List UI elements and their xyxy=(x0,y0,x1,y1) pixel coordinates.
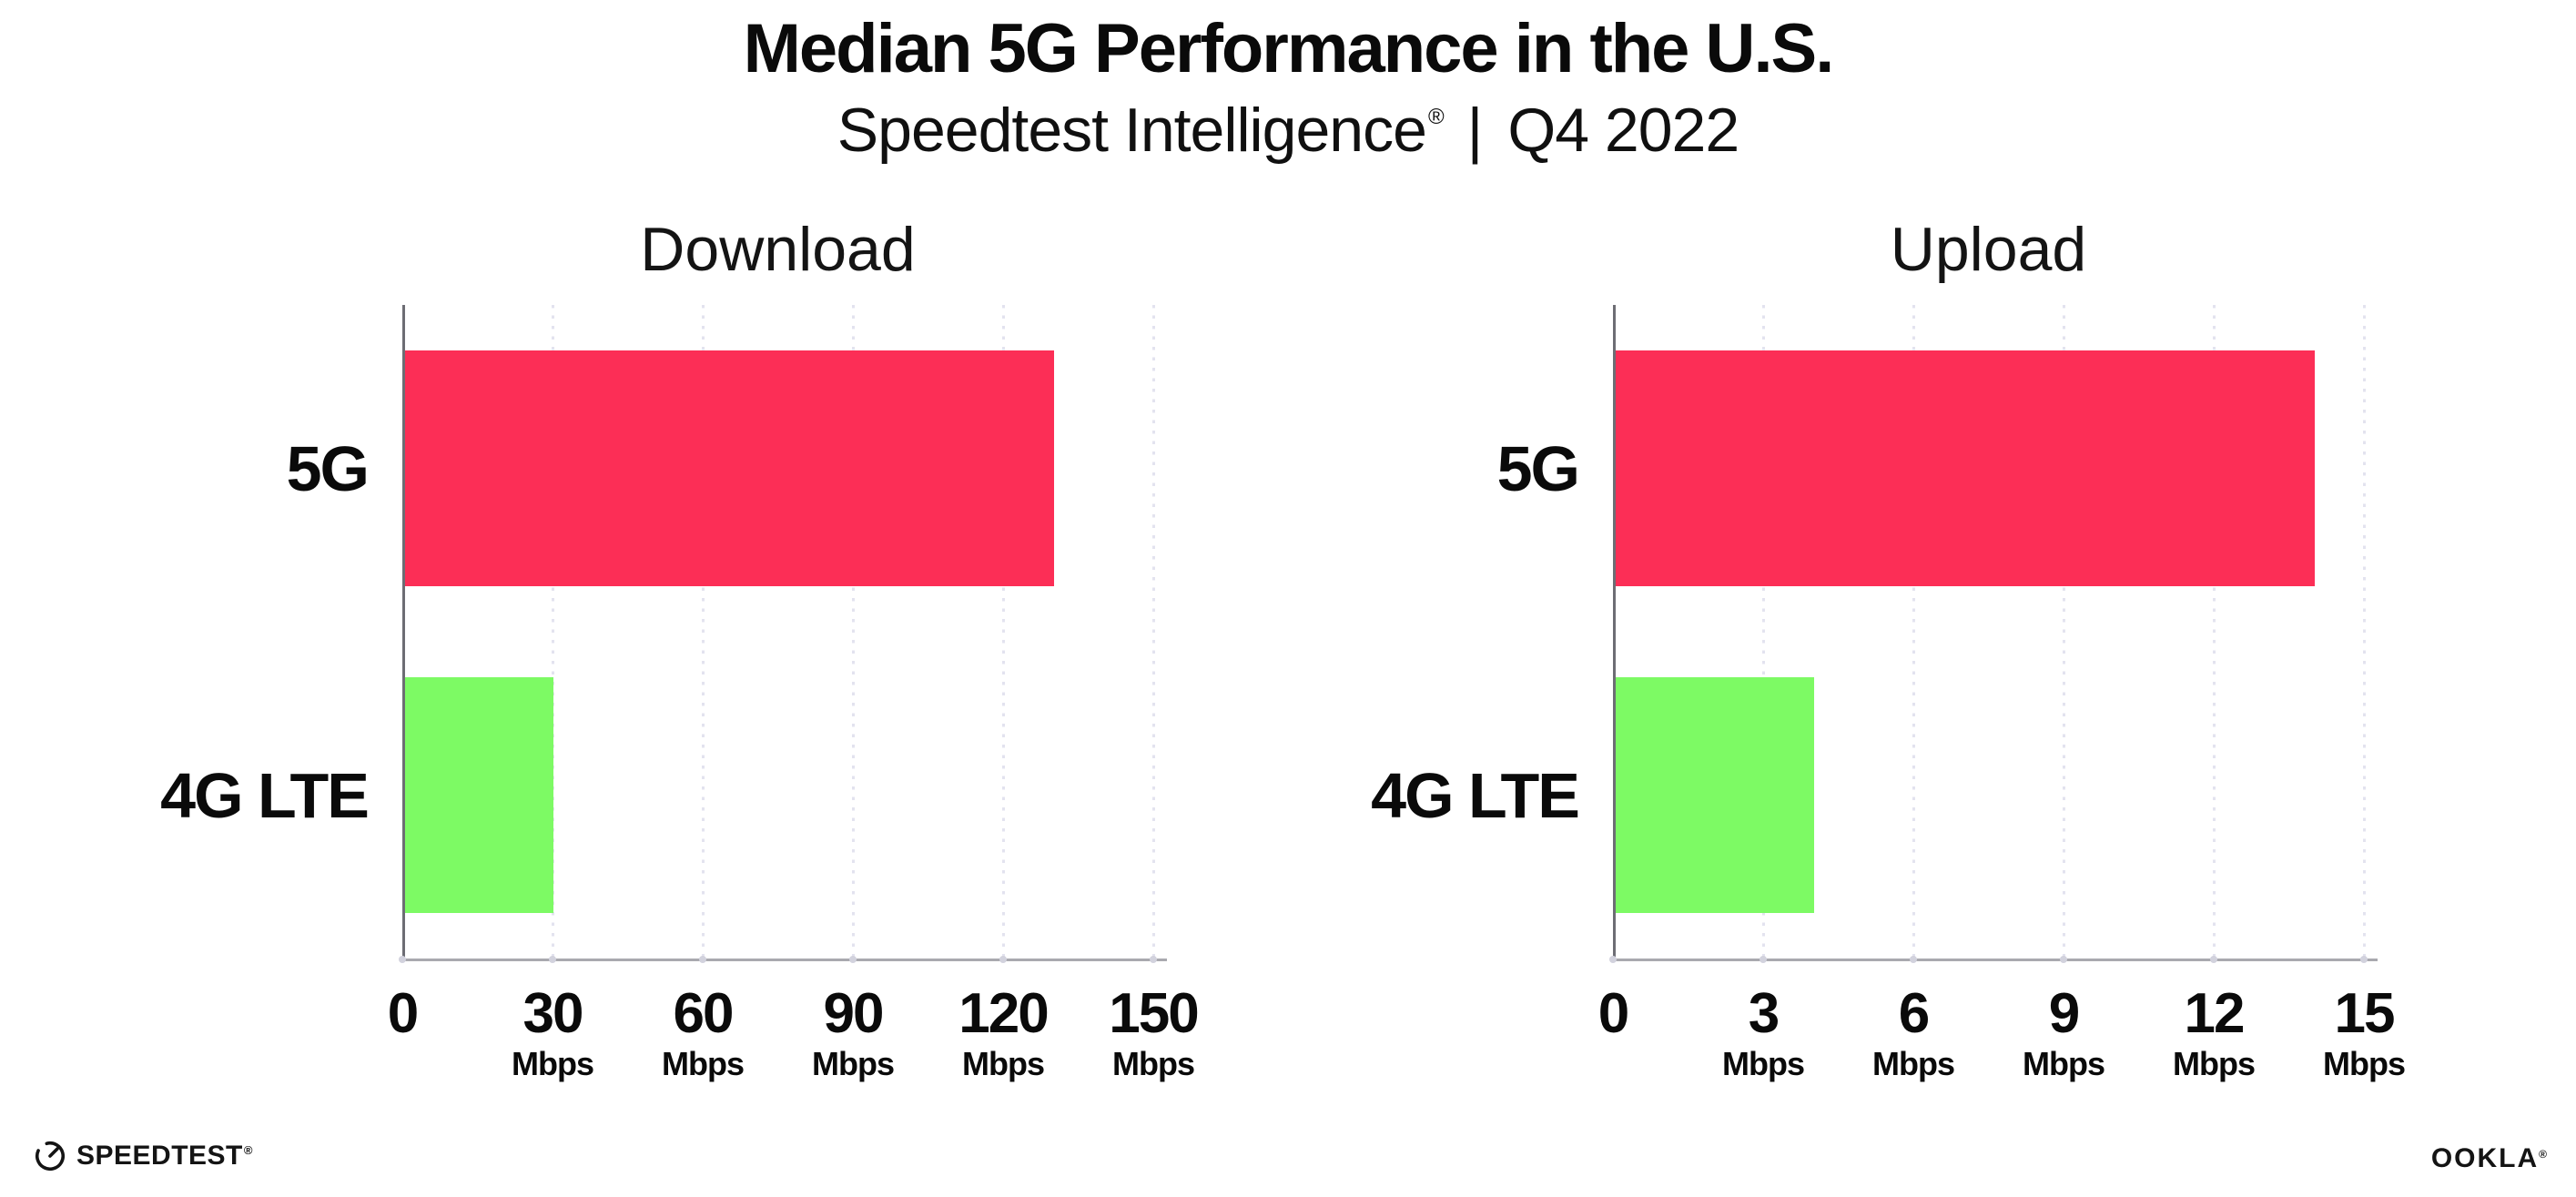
gridline-30-mbps xyxy=(551,305,554,959)
gridline-3-mbps xyxy=(1761,305,1765,959)
y-axis-line xyxy=(402,305,405,960)
tick-value: 3 xyxy=(1748,982,1780,1045)
speedtest-logo-label: SPEEDTEST® xyxy=(76,1141,252,1172)
tick-unit: Mbps xyxy=(1722,1045,1805,1082)
tick-unit: Mbps xyxy=(812,1045,895,1082)
axis-tick-dot xyxy=(1910,956,1917,963)
axis-tick-dot xyxy=(1150,956,1157,963)
category-label-5g: 5G xyxy=(286,432,370,504)
speedtest-gauge-icon xyxy=(35,1141,66,1172)
tick-label-12: 12 Mbps xyxy=(2136,986,2291,1080)
tick-unit: Mbps xyxy=(2023,1045,2105,1082)
gridline-9-mbps xyxy=(2062,305,2065,959)
bar-5g xyxy=(1614,350,2315,586)
page-subtitle: Speedtest Intelligence® | Q4 2022 xyxy=(0,95,2576,166)
tick-label-9: 9 Mbps xyxy=(1986,986,2141,1080)
tick-label-0: 0 xyxy=(325,986,480,1042)
tick-value: 120 xyxy=(958,982,1049,1045)
tick-value: 150 xyxy=(1109,982,1199,1045)
upload-chart-panel: Upload 5G 4G LTE 0 3 Mbps 6 Mbps 9 Mbps 12 Mbps 15… xyxy=(1371,215,2406,1080)
ookla-logo: OOKLA® xyxy=(2431,1143,2547,1174)
axis-tick-dot xyxy=(2210,956,2217,963)
tick-unit: Mbps xyxy=(2323,1045,2406,1082)
speedtest-logo: SPEEDTEST® xyxy=(33,1138,252,1174)
plot-area-upload: 5G 4G LTE xyxy=(1371,305,2378,963)
chart-title-download: Download xyxy=(640,215,916,284)
axis-tick-dot xyxy=(699,956,706,963)
subtitle-separator: | xyxy=(1466,96,1484,165)
tick-unit: Mbps xyxy=(2173,1045,2256,1082)
tick-label-120: 120 Mbps xyxy=(926,986,1080,1080)
tick-value: 30 xyxy=(522,982,584,1045)
tick-label-60: 60 Mbps xyxy=(625,986,780,1080)
chart-title-upload: Upload xyxy=(1890,215,2087,284)
x-axis-tick-labels-download: 0 30 Mbps 60 Mbps 90 Mbps 120 Mbps 150 Mbps xyxy=(388,986,1200,1113)
tick-value: 6 xyxy=(1898,982,1930,1045)
page-title: Median 5G Performance in the U.S. xyxy=(743,10,1835,87)
tick-unit: Mbps xyxy=(662,1045,745,1082)
tick-label-150: 150 Mbps xyxy=(1076,986,1231,1080)
speedtest-wordmark: SPEEDTEST xyxy=(76,1141,243,1171)
y-axis-line xyxy=(1613,305,1616,960)
download-chart-panel: Download 5G 4G LTE 0 30 Mbps 60 Mbps 90 Mbps 120… xyxy=(160,215,1200,1080)
axis-tick-dot xyxy=(849,956,857,963)
axis-tick-dot xyxy=(1609,956,1617,963)
gridline-12-mbps xyxy=(2212,305,2216,959)
category-label-4g-lte: 4G LTE xyxy=(160,759,370,831)
tick-unit: Mbps xyxy=(962,1045,1045,1082)
tick-unit: Mbps xyxy=(512,1045,594,1082)
tick-unit: Mbps xyxy=(1112,1045,1195,1082)
tick-label-0: 0 xyxy=(1536,986,1690,1042)
tick-label-30: 30 Mbps xyxy=(475,986,630,1080)
x-axis-line xyxy=(401,959,1167,961)
axis-tick-dot xyxy=(549,956,556,963)
axis-tick-dot xyxy=(1760,956,1767,963)
x-axis-line xyxy=(1611,959,2378,961)
tick-unit: Mbps xyxy=(1872,1045,1955,1082)
axis-tick-dot xyxy=(399,956,406,963)
x-axis-tick-labels-upload: 0 3 Mbps 6 Mbps 9 Mbps 12 Mbps 15 Mbps xyxy=(1598,986,2406,1113)
bar-4g-lte xyxy=(1614,677,1814,913)
tick-value: 90 xyxy=(823,982,885,1045)
gridline-120-mbps xyxy=(1001,305,1005,959)
tick-label-3: 3 Mbps xyxy=(1686,986,1841,1080)
ookla-wordmark: OOKLA xyxy=(2430,1143,2540,1173)
tick-value: 60 xyxy=(673,982,735,1045)
tick-label-90: 90 Mbps xyxy=(776,986,930,1080)
axis-tick-dot xyxy=(2360,956,2368,963)
registered-mark-icon: ® xyxy=(243,1143,253,1157)
tick-label-15: 15 Mbps xyxy=(2287,986,2441,1080)
registered-mark-icon: ® xyxy=(2539,1148,2547,1161)
gridline-15-mbps xyxy=(2362,305,2366,959)
axis-tick-dot xyxy=(2060,956,2067,963)
tick-value: 0 xyxy=(1597,982,1629,1045)
axis-tick-dot xyxy=(999,956,1007,963)
tick-label-6: 6 Mbps xyxy=(1836,986,1991,1080)
subtitle-period: Q4 2022 xyxy=(1507,96,1739,165)
gridline-150-mbps xyxy=(1151,305,1155,959)
plot-area-download: 5G 4G LTE xyxy=(160,305,1167,963)
category-label-5g: 5G xyxy=(1496,432,1580,504)
gridline-90-mbps xyxy=(851,305,855,959)
bar-5g xyxy=(403,350,1054,586)
subtitle-brand: Speedtest Intelligence xyxy=(837,96,1427,165)
tick-value: 9 xyxy=(2048,982,2080,1045)
tick-value: 15 xyxy=(2334,982,2396,1045)
gridline-6-mbps xyxy=(1912,305,1915,959)
gridline-60-mbps xyxy=(701,305,705,959)
bar-4g-lte xyxy=(403,677,553,913)
registered-mark-icon: ® xyxy=(1427,105,1445,129)
tick-value: 12 xyxy=(2184,982,2246,1045)
tick-value: 0 xyxy=(387,982,419,1045)
category-label-4g-lte: 4G LTE xyxy=(1371,759,1580,831)
